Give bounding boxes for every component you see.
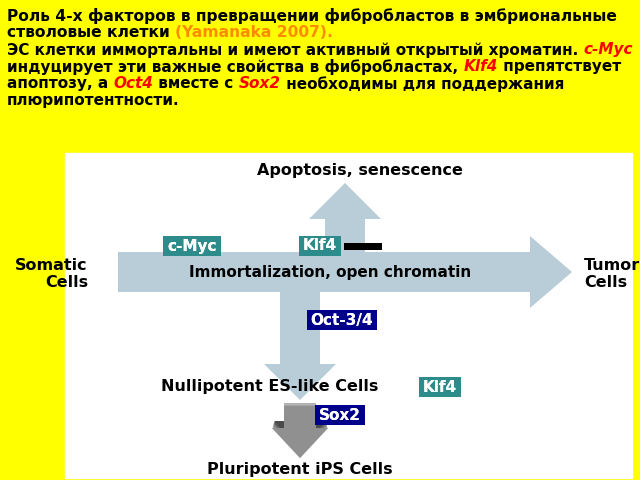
Text: Sox2: Sox2 — [239, 76, 281, 91]
Text: Nullipotent ES-like Cells: Nullipotent ES-like Cells — [161, 380, 379, 395]
Text: Apoptosis, senescence: Apoptosis, senescence — [257, 163, 463, 178]
Text: Klf4: Klf4 — [463, 59, 498, 74]
Polygon shape — [274, 415, 326, 452]
Text: Роль 4-х факторов в превращении фибробластов в эмбриональные: Роль 4-х факторов в превращении фибробла… — [7, 8, 617, 24]
Text: Oct-3/4: Oct-3/4 — [310, 312, 373, 327]
Text: Tumor
Cells: Tumor Cells — [584, 258, 640, 290]
Polygon shape — [273, 407, 328, 456]
Text: Klf4: Klf4 — [303, 239, 337, 253]
Polygon shape — [272, 406, 328, 458]
FancyBboxPatch shape — [344, 243, 382, 250]
Text: c-Myc: c-Myc — [584, 42, 633, 57]
Polygon shape — [118, 236, 572, 308]
Text: необходимы для поддержания: необходимы для поддержания — [281, 76, 564, 92]
Polygon shape — [273, 413, 326, 453]
Text: индуцирует эти важные свойства в фибробластах,: индуцирует эти важные свойства в фибробл… — [7, 59, 463, 75]
Text: (Yamanaka 2007).: (Yamanaka 2007). — [175, 25, 333, 40]
Polygon shape — [264, 292, 336, 400]
Text: Pluripotent iPS Cells: Pluripotent iPS Cells — [207, 462, 393, 477]
Text: стволовые клетки: стволовые клетки — [7, 25, 175, 40]
Polygon shape — [274, 417, 326, 451]
Text: плюрипотентности.: плюрипотентности. — [7, 93, 180, 108]
FancyBboxPatch shape — [163, 236, 221, 256]
FancyBboxPatch shape — [65, 153, 632, 478]
Text: препятствует: препятствует — [498, 59, 621, 74]
Text: c-Myc: c-Myc — [167, 239, 217, 253]
FancyBboxPatch shape — [307, 310, 378, 330]
Polygon shape — [272, 405, 328, 457]
Polygon shape — [273, 411, 327, 454]
Text: Klf4: Klf4 — [423, 380, 457, 395]
Text: Klf4: Klf4 — [303, 239, 337, 253]
Polygon shape — [273, 409, 327, 455]
FancyBboxPatch shape — [299, 236, 341, 256]
FancyBboxPatch shape — [419, 377, 461, 397]
Text: Immortalization, open chromatin: Immortalization, open chromatin — [189, 264, 471, 279]
Text: c-Myc: c-Myc — [167, 239, 217, 253]
Polygon shape — [272, 403, 328, 458]
Text: Sox2: Sox2 — [319, 408, 361, 422]
Text: вместе с: вместе с — [154, 76, 239, 91]
Text: ЭС клетки иммортальны и имеют активный открытый хроматин.: ЭС клетки иммортальны и имеют активный о… — [7, 42, 584, 58]
Text: Somatic
Cells: Somatic Cells — [15, 258, 88, 290]
Text: апоптозу, а: апоптозу, а — [7, 76, 113, 91]
Text: Oct4: Oct4 — [113, 76, 154, 91]
Text: Klf4: Klf4 — [423, 380, 457, 395]
Text: Oct-3/4: Oct-3/4 — [310, 312, 373, 327]
FancyBboxPatch shape — [315, 405, 365, 425]
Text: Sox2: Sox2 — [319, 408, 361, 422]
Polygon shape — [309, 183, 381, 252]
